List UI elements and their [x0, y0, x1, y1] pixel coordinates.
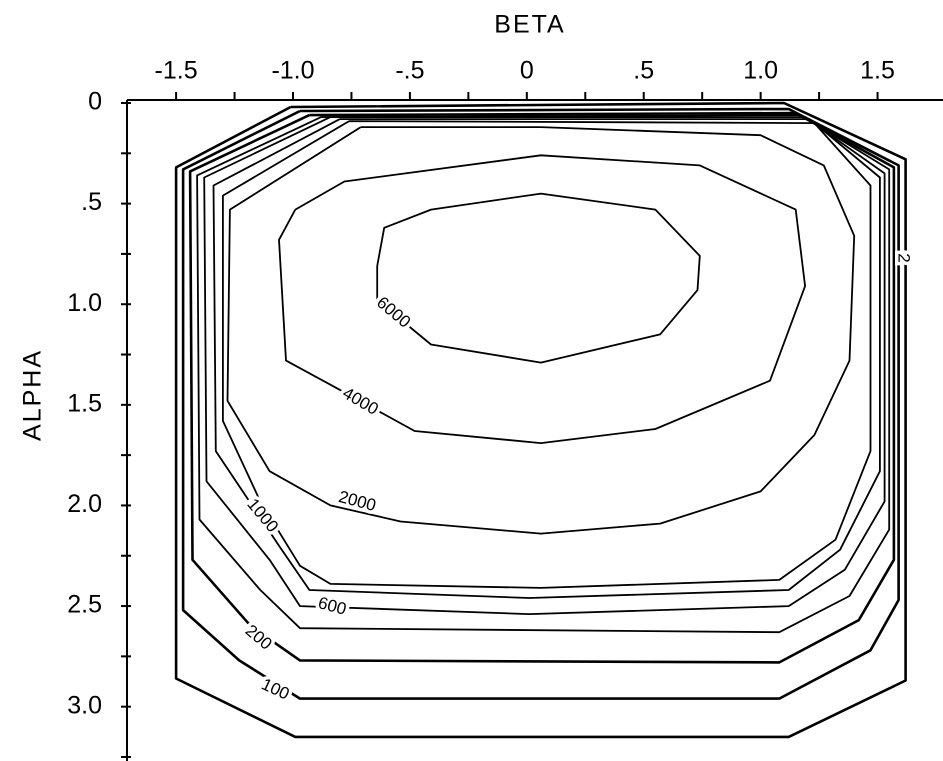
contour-label: 600	[316, 593, 348, 619]
contour-label: 4000	[339, 383, 381, 418]
contour-line	[278, 154, 806, 444]
y-tick-label: 1.0	[67, 289, 102, 317]
x-tick-label: -1.5	[155, 57, 198, 85]
contour-line	[174, 101, 907, 739]
y-tick-label: 0	[88, 88, 102, 116]
y-tick-label: 2.0	[67, 490, 102, 518]
contour-label: 100	[259, 674, 293, 703]
x-tick-label: -1.0	[271, 57, 314, 85]
contour-line	[226, 126, 856, 535]
contour-line	[212, 118, 881, 599]
y-tick-label: .5	[81, 188, 102, 216]
contour-line	[376, 192, 701, 364]
contour-line	[181, 107, 900, 700]
x-tick-label: 0	[520, 57, 534, 85]
y-axis-title: ALPHA	[19, 349, 47, 441]
y-tick-label: 1.5	[67, 389, 102, 417]
x-tick-label: 1.0	[743, 57, 778, 85]
y-tick-label: 3.0	[67, 691, 102, 719]
contour-line	[196, 114, 891, 634]
contour-label: 200	[242, 621, 276, 654]
y-tick-label: 2.5	[67, 591, 102, 619]
x-tick-label: -.5	[395, 57, 424, 85]
x-tick-label: 1.5	[860, 57, 895, 85]
contour-line	[203, 116, 886, 615]
contour-label: 2	[895, 253, 914, 262]
contour-line	[188, 111, 896, 664]
x-tick-label: .5	[633, 57, 654, 85]
x-axis-title: BETA	[494, 11, 565, 39]
contour-line	[222, 120, 872, 589]
contour-label: 1000	[243, 495, 282, 536]
